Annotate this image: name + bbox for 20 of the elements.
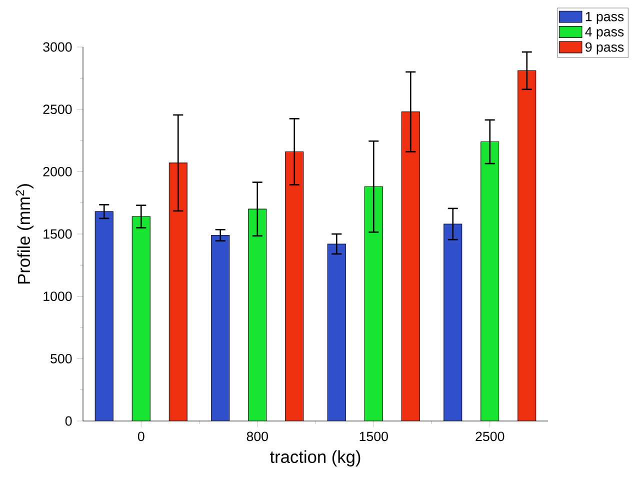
legend-label: 9 pass (586, 42, 624, 54)
x-tick-label: 0 (138, 432, 144, 442)
bar (328, 244, 346, 421)
y-tick-label: 0 (65, 416, 72, 426)
y-tick-label: 500 (50, 354, 72, 364)
y-tick-label: 2000 (43, 166, 72, 176)
x-axis-title: traction (kg) (270, 450, 360, 466)
x-tick-label: 1500 (360, 432, 388, 442)
y-axis-title: Profile (mm$^{2}$) (16, 184, 34, 284)
x-tick-label: 800 (246, 432, 268, 442)
bar (95, 212, 114, 421)
bar (211, 235, 230, 421)
y-tick-label: 2500 (43, 104, 72, 114)
bar (444, 224, 462, 421)
legend-label: 4 pass (585, 27, 624, 40)
legend-label: 1 pass (586, 12, 624, 24)
y-tick-label: 1000 (44, 292, 72, 302)
x-tick-label: 2500 (476, 432, 504, 442)
y-tick-label: 3000 (43, 42, 72, 52)
y-tick-label: 1500 (44, 229, 72, 239)
